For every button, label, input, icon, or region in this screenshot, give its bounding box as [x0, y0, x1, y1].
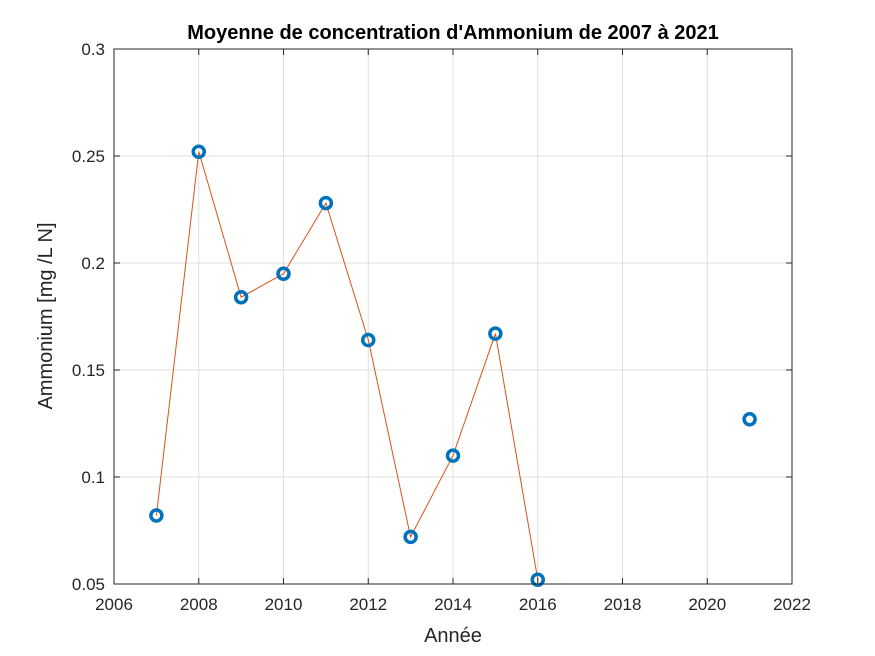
data-point-2015	[488, 326, 503, 341]
series-line	[155, 151, 539, 580]
data-point-2009	[233, 289, 249, 305]
data-point-2010	[276, 266, 291, 281]
data-point-2016	[530, 572, 545, 587]
y-tick-label: 0.1	[81, 468, 105, 487]
x-axis-label: Année	[424, 625, 482, 647]
data-point-2014	[445, 448, 461, 463]
chart-title: Moyenne de concentration d'Ammonium de 2…	[187, 22, 719, 44]
x-axis-ticks: 2006 2008 2010 2012 2014 2016 2018 2020 2022	[95, 49, 811, 614]
x-tick-label: 2010	[265, 595, 303, 614]
data-point-2008	[191, 144, 206, 159]
plot-area: 2006 2008 2010 2012 2014 2016 2018 2020 2022 0.0…	[72, 40, 811, 614]
data-point-2007	[149, 508, 164, 523]
y-tick-label: 0.05	[72, 575, 105, 594]
data-point-2011	[318, 195, 334, 211]
data-line-layer	[155, 151, 539, 580]
x-tick-label: 2020	[688, 595, 726, 614]
y-tick-label: 0.15	[72, 361, 105, 380]
y-tick-label: 0.25	[72, 147, 105, 166]
x-tick-label: 2022	[773, 595, 811, 614]
y-tick-label: 0.2	[81, 254, 105, 273]
x-tick-label: 2008	[180, 595, 218, 614]
x-tick-label: 2018	[604, 595, 642, 614]
y-axis-label: Ammonium [mg /L N]	[35, 222, 57, 409]
data-marker-layer	[149, 144, 757, 587]
data-point-2021	[742, 411, 757, 427]
data-point-2013	[403, 529, 418, 545]
y-tick-label: 0.3	[81, 40, 105, 59]
data-point-2012	[361, 332, 376, 348]
x-tick-label: 2014	[434, 595, 472, 614]
x-tick-label: 2016	[519, 595, 557, 614]
y-axis-ticks: 0.05 0.1 0.15 0.2 0.25 0.3	[72, 40, 792, 594]
grid-lines	[113, 48, 793, 585]
x-tick-label: 2012	[349, 595, 387, 614]
x-tick-label: 2006	[95, 595, 133, 614]
